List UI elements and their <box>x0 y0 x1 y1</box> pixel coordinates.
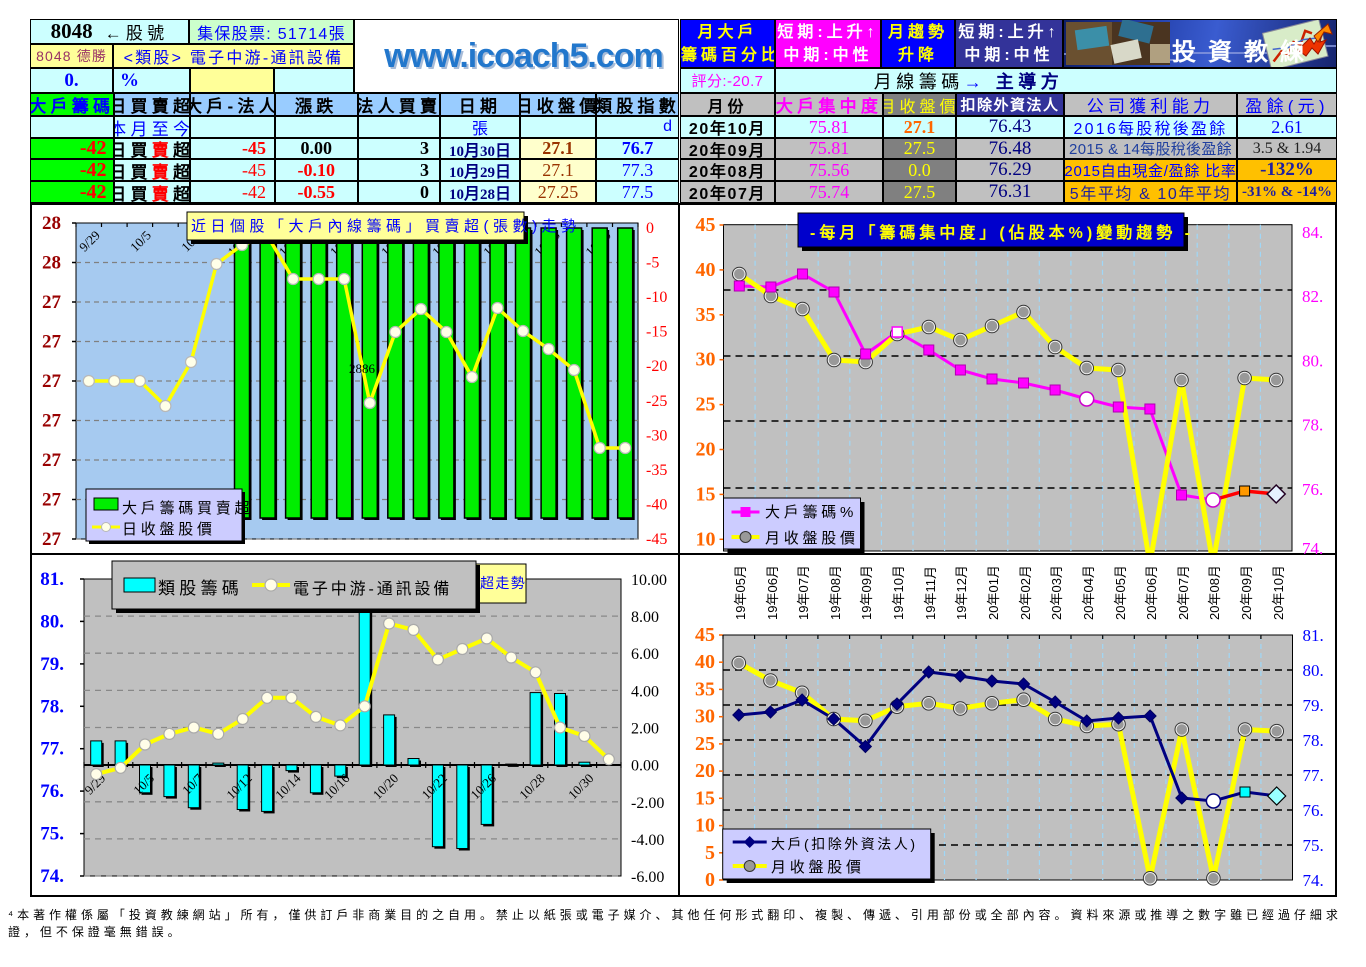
svg-text:2.00: 2.00 <box>631 721 659 738</box>
svg-text:28: 28 <box>42 253 61 274</box>
svg-text:45: 45 <box>696 214 716 236</box>
svg-text:40: 40 <box>696 259 716 281</box>
svg-text:78.: 78. <box>1303 731 1324 750</box>
svg-text:0: 0 <box>705 869 715 891</box>
svg-text:45: 45 <box>695 624 715 646</box>
svg-text:0: 0 <box>646 220 654 237</box>
svg-text:35: 35 <box>695 678 715 700</box>
svg-text:10: 10 <box>696 528 716 550</box>
svg-text:-2.00: -2.00 <box>631 795 664 812</box>
svg-text:27: 27 <box>42 490 62 511</box>
svg-text:-40: -40 <box>646 496 667 513</box>
svg-text:-4.00: -4.00 <box>631 832 664 849</box>
svg-text:0.00: 0.00 <box>631 758 659 775</box>
svg-text:-20: -20 <box>646 358 667 375</box>
svg-text:27: 27 <box>42 411 62 432</box>
svg-text:76.: 76. <box>1303 801 1324 820</box>
svg-text:-25: -25 <box>646 393 667 410</box>
svg-text:30: 30 <box>695 706 715 728</box>
svg-text:76.: 76. <box>1302 480 1323 499</box>
svg-text:-10: -10 <box>646 289 667 306</box>
svg-text:80.: 80. <box>1303 661 1324 680</box>
svg-text:78.: 78. <box>1302 416 1323 435</box>
svg-text:20: 20 <box>696 439 716 461</box>
svg-text:2886: 2886 <box>349 361 376 376</box>
svg-text:79.: 79. <box>40 654 64 675</box>
svg-text:74.: 74. <box>40 866 64 887</box>
svg-text:35: 35 <box>696 304 716 326</box>
svg-text:-30: -30 <box>646 427 667 444</box>
svg-text:80.: 80. <box>1302 351 1323 370</box>
svg-text:78.: 78. <box>40 696 64 717</box>
svg-text:77.: 77. <box>1303 766 1324 785</box>
svg-text:75.: 75. <box>1303 836 1324 855</box>
svg-text:4.00: 4.00 <box>631 683 659 700</box>
svg-text:75.: 75. <box>40 824 64 845</box>
svg-text:40: 40 <box>695 651 715 673</box>
svg-text:10: 10 <box>695 815 715 837</box>
svg-text:28: 28 <box>42 213 61 234</box>
svg-text:81.: 81. <box>1303 626 1324 645</box>
svg-text:74.: 74. <box>1303 871 1324 890</box>
svg-text:80.: 80. <box>40 611 64 632</box>
svg-text:6.00: 6.00 <box>631 646 659 663</box>
svg-text:25: 25 <box>696 394 716 416</box>
svg-text:82.: 82. <box>1302 287 1323 306</box>
svg-text:79.: 79. <box>1303 696 1324 715</box>
svg-text:27: 27 <box>42 332 62 353</box>
svg-text:5: 5 <box>705 842 715 864</box>
svg-text:84.: 84. <box>1302 223 1323 242</box>
svg-text:81.: 81. <box>40 569 64 590</box>
svg-text:-15: -15 <box>646 324 667 341</box>
svg-text:15: 15 <box>695 787 715 809</box>
svg-text:74.: 74. <box>1302 539 1323 554</box>
svg-text:-35: -35 <box>646 462 667 479</box>
svg-text:15: 15 <box>696 483 716 505</box>
svg-text:76.: 76. <box>40 781 64 802</box>
svg-text:30: 30 <box>696 349 716 371</box>
svg-text:-45: -45 <box>646 531 667 548</box>
svg-text:27: 27 <box>42 292 62 313</box>
svg-text:10.00: 10.00 <box>631 572 667 589</box>
svg-text:27: 27 <box>42 450 62 471</box>
svg-text:20: 20 <box>695 760 715 782</box>
svg-text:8.00: 8.00 <box>631 609 659 626</box>
svg-text:27: 27 <box>42 529 62 550</box>
svg-text:-6.00: -6.00 <box>631 869 664 886</box>
svg-text:27: 27 <box>42 371 62 392</box>
svg-text:25: 25 <box>695 733 715 755</box>
svg-text:-5: -5 <box>646 255 659 272</box>
svg-text:77.: 77. <box>40 739 64 760</box>
